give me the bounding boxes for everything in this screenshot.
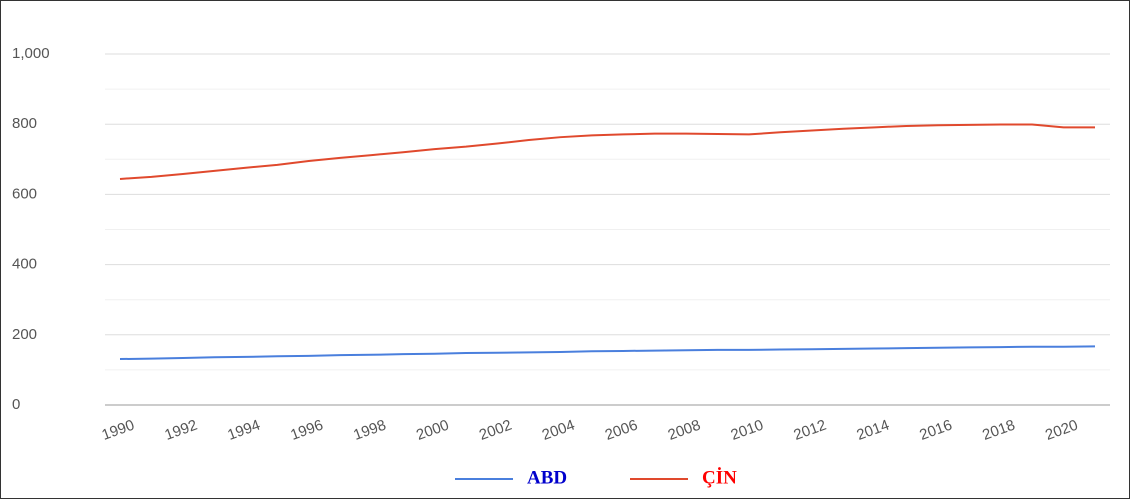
legend-label: ABD — [527, 467, 567, 488]
y-tick-label: 800 — [12, 115, 37, 132]
legend-label: ÇİN — [702, 467, 737, 488]
series-line — [119, 123, 1095, 180]
y-tick-label: 600 — [12, 185, 37, 202]
y-tick-label: 400 — [12, 256, 37, 273]
series-line — [119, 345, 1096, 361]
y-tick-label: 1,000 — [12, 45, 50, 62]
y-tick-label: 0 — [12, 396, 20, 413]
y-tick-label: 200 — [12, 326, 37, 343]
